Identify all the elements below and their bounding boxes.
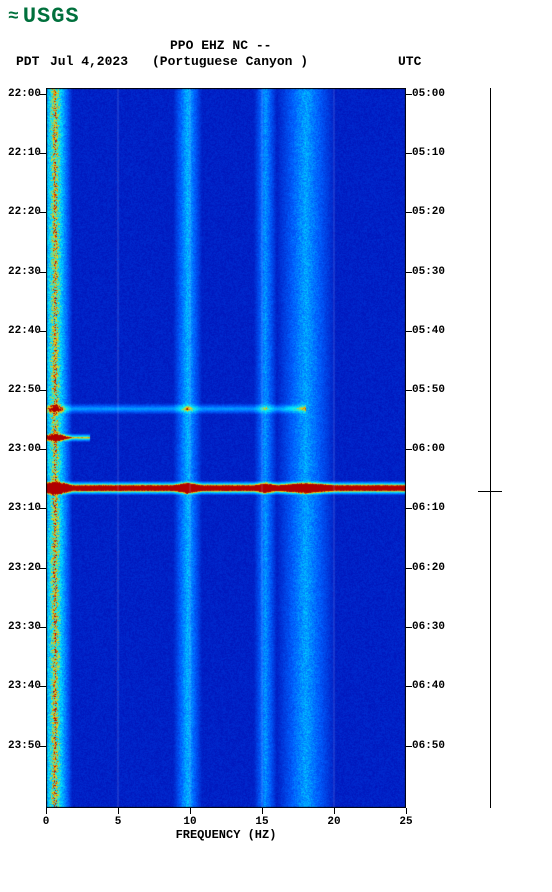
y-right-tick: 06:10 [412, 502, 445, 514]
side-cross-marker [478, 491, 502, 492]
spectrogram-plot [46, 88, 406, 808]
y-left-tick: 22:40 [8, 325, 41, 337]
y-right-tick: 05:20 [412, 206, 445, 218]
tz-left-label: PDT [16, 54, 39, 69]
date-label: Jul 4,2023 [50, 54, 128, 69]
usgs-logo: ≈ USGS [8, 4, 80, 29]
spectrogram-canvas [46, 88, 406, 808]
logo-wave-icon: ≈ [8, 7, 19, 27]
y-left-tick: 22:50 [8, 384, 41, 396]
x-tick: 25 [399, 816, 412, 828]
tz-right-label: UTC [398, 54, 421, 69]
x-tick: 20 [327, 816, 340, 828]
x-tick: 0 [43, 816, 50, 828]
x-tick: 10 [183, 816, 196, 828]
y-left-tick: 23:20 [8, 562, 41, 574]
x-tick: 5 [115, 816, 122, 828]
y-right-tick: 05:10 [412, 147, 445, 159]
y-left-tick: 23:50 [8, 740, 41, 752]
station-name: (Portuguese Canyon ) [152, 54, 308, 69]
side-scale-bar [490, 88, 491, 808]
y-right-tick: 06:20 [412, 562, 445, 574]
y-left-tick: 23:40 [8, 680, 41, 692]
y-left-tick: 22:20 [8, 206, 41, 218]
station-code: PPO EHZ NC -- [170, 38, 271, 53]
y-right-tick: 05:50 [412, 384, 445, 396]
y-left-tick: 22:30 [8, 266, 41, 278]
y-right-tick: 06:00 [412, 443, 445, 455]
y-axis-right: 05:00 05:10 05:20 05:30 05:40 05:50 06:00 06:10… [410, 88, 460, 808]
y-left-tick: 22:10 [8, 147, 41, 159]
y-right-tick: 06:50 [412, 740, 445, 752]
y-left-tick: 22:00 [8, 88, 41, 100]
x-tick: 15 [255, 816, 268, 828]
y-right-tick: 06:40 [412, 680, 445, 692]
y-left-tick: 23:00 [8, 443, 41, 455]
y-left-tick: 23:10 [8, 502, 41, 514]
y-right-tick: 06:30 [412, 621, 445, 633]
x-axis-label: FREQUENCY (HZ) [46, 828, 406, 842]
y-right-tick: 05:40 [412, 325, 445, 337]
y-axis-left: 22:00 22:10 22:20 22:30 22:40 22:50 23:00 23:10… [0, 88, 46, 808]
y-right-tick: 05:00 [412, 88, 445, 100]
logo-text: USGS [23, 4, 80, 29]
y-right-tick: 05:30 [412, 266, 445, 278]
y-left-tick: 23:30 [8, 621, 41, 633]
